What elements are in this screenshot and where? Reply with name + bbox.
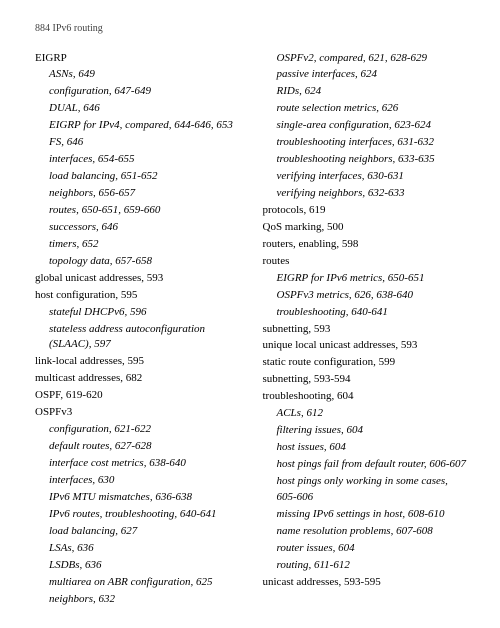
index-entry: host configuration, 595 [35, 288, 243, 304]
index-entry: multiarea on ABR configuration, 625 [49, 575, 243, 591]
index-entry: link-local addresses, 595 [35, 354, 243, 370]
index-entry: unicast addresses, 593-595 [263, 575, 471, 591]
index-entry: troubleshooting interfaces, 631-632 [277, 135, 471, 151]
index-entry: host issues, 604 [277, 440, 471, 456]
index-entry: host pings fail from default router, 606… [277, 457, 471, 473]
index-entry: default routes, 627-628 [49, 439, 243, 455]
index-entry: ASNs, 649 [49, 67, 243, 83]
index-entry: single-area configuration, 623-624 [277, 118, 471, 134]
index-entry: unique local unicast addresses, 593 [263, 338, 471, 354]
index-entry: multicast addresses, 682 [35, 371, 243, 387]
index-entry: routing, 611-612 [277, 558, 471, 574]
index-entry: OSPFv3 metrics, 626, 638-640 [277, 288, 471, 304]
left-column: EIGRPASNs, 649configuration, 647-649DUAL… [35, 51, 243, 609]
index-entry: stateful DHCPv6, 596 [49, 305, 243, 321]
index-entry: troubleshooting, 640-641 [277, 305, 471, 321]
index-entry: OSPF, 619-620 [35, 388, 243, 404]
index-entry: neighbors, 632 [49, 592, 243, 608]
index-entry: stateless address autoconfiguration (SLA… [49, 322, 243, 354]
index-entry: FS, 646 [49, 135, 243, 151]
index-entry: static route configuration, 599 [263, 355, 471, 371]
index-entry: router issues, 604 [277, 541, 471, 557]
index-entry: interface cost metrics, 638-640 [49, 456, 243, 472]
index-entry: EIGRP for IPv4, compared, 644-646, 653 [49, 118, 243, 134]
index-entry: verifying interfaces, 630-631 [277, 169, 471, 185]
index-entry: ACLs, 612 [277, 406, 471, 422]
index-entry: interfaces, 654-655 [49, 152, 243, 168]
index-entry: verifying neighbors, 632-633 [277, 186, 471, 202]
page-header: 884 IPv6 routing [35, 22, 470, 37]
index-entry: timers, 652 [49, 237, 243, 253]
index-columns: EIGRPASNs, 649configuration, 647-649DUAL… [35, 51, 470, 609]
index-entry: host pings only working in some cases, 6… [277, 474, 471, 506]
index-entry: name resolution problems, 607-608 [277, 524, 471, 540]
index-entry: routes, 650-651, 659-660 [49, 203, 243, 219]
index-entry: filtering issues, 604 [277, 423, 471, 439]
index-entry: troubleshooting, 604 [263, 389, 471, 405]
index-entry: LSDBs, 636 [49, 558, 243, 574]
index-entry: OSPFv2, compared, 621, 628-629 [277, 51, 471, 67]
index-entry: global unicast addresses, 593 [35, 271, 243, 287]
index-entry: configuration, 621-622 [49, 422, 243, 438]
index-entry: interfaces, 630 [49, 473, 243, 489]
index-entry: routers, enabling, 598 [263, 237, 471, 253]
index-entry: subnetting, 593 [263, 322, 471, 338]
index-entry: IPv6 routes, troubleshooting, 640-641 [49, 507, 243, 523]
index-entry: RIDs, 624 [277, 84, 471, 100]
index-entry: protocols, 619 [263, 203, 471, 219]
index-entry: route selection metrics, 626 [277, 101, 471, 117]
index-entry: LSAs, 636 [49, 541, 243, 557]
index-entry: routes [263, 254, 471, 270]
index-entry: passive interfaces, 624 [277, 67, 471, 83]
index-entry: troubleshooting neighbors, 633-635 [277, 152, 471, 168]
index-entry: IPv6 MTU mismatches, 636-638 [49, 490, 243, 506]
index-entry: load balancing, 651-652 [49, 169, 243, 185]
index-entry: neighbors, 656-657 [49, 186, 243, 202]
index-entry: load balancing, 627 [49, 524, 243, 540]
index-entry: topology data, 657-658 [49, 254, 243, 270]
index-entry: EIGRP for IPv6 metrics, 650-651 [277, 271, 471, 287]
index-entry: missing IPv6 settings in host, 608-610 [277, 507, 471, 523]
index-entry: OSPFv3 [35, 405, 243, 421]
index-entry: configuration, 647-649 [49, 84, 243, 100]
index-entry: subnetting, 593-594 [263, 372, 471, 388]
index-entry: successors, 646 [49, 220, 243, 236]
index-entry: EIGRP [35, 51, 243, 67]
index-entry: DUAL, 646 [49, 101, 243, 117]
right-column: OSPFv2, compared, 621, 628-629passive in… [263, 51, 471, 609]
index-entry: QoS marking, 500 [263, 220, 471, 236]
